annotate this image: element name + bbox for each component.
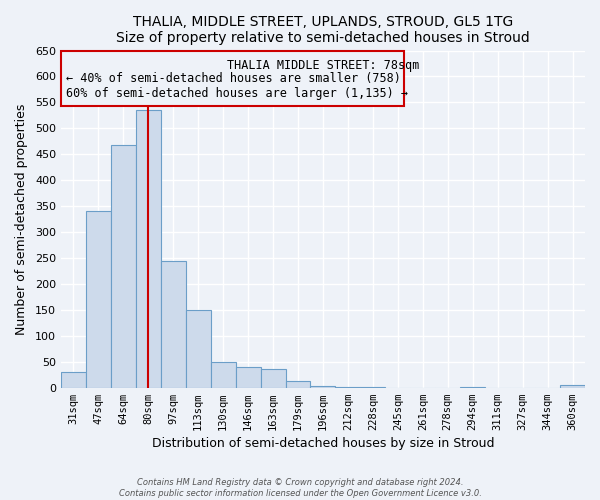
FancyBboxPatch shape bbox=[61, 50, 404, 106]
Bar bbox=[310, 386, 335, 388]
Bar bbox=[111, 146, 136, 388]
Bar bbox=[211, 362, 236, 388]
Text: ← 40% of semi-detached houses are smaller (758)
60% of semi-detached houses are : ← 40% of semi-detached houses are smalle… bbox=[66, 72, 408, 101]
Bar bbox=[560, 385, 585, 388]
Text: Contains HM Land Registry data © Crown copyright and database right 2024.
Contai: Contains HM Land Registry data © Crown c… bbox=[119, 478, 481, 498]
Bar bbox=[335, 386, 361, 388]
Bar bbox=[260, 368, 286, 388]
Bar bbox=[460, 387, 485, 388]
Bar bbox=[86, 212, 111, 388]
Bar bbox=[61, 372, 86, 388]
Y-axis label: Number of semi-detached properties: Number of semi-detached properties bbox=[15, 104, 28, 335]
Bar bbox=[236, 368, 260, 388]
X-axis label: Distribution of semi-detached houses by size in Stroud: Distribution of semi-detached houses by … bbox=[152, 437, 494, 450]
Text: THALIA MIDDLE STREET: 78sqm: THALIA MIDDLE STREET: 78sqm bbox=[227, 59, 419, 72]
Bar bbox=[286, 382, 310, 388]
Bar bbox=[161, 260, 186, 388]
Bar bbox=[136, 110, 161, 388]
Title: THALIA, MIDDLE STREET, UPLANDS, STROUD, GL5 1TG
Size of property relative to sem: THALIA, MIDDLE STREET, UPLANDS, STROUD, … bbox=[116, 15, 530, 45]
Bar bbox=[186, 310, 211, 388]
Bar bbox=[361, 387, 385, 388]
